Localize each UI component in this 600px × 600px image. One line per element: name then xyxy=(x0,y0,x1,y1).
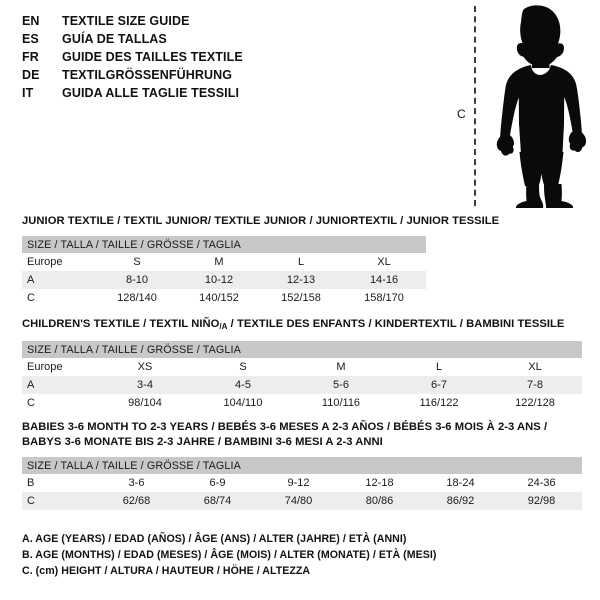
junior-row-europe-val-2: L xyxy=(260,253,342,271)
language-row-de: DE TEXTILGRÖSSENFÜHRUNG xyxy=(22,66,322,84)
junior-table-header-bar: SIZE / TALLA / TAILLE / GRÖSSE / TAGLIA xyxy=(22,236,427,253)
children-row-c-val-1: 104/110 xyxy=(194,394,292,412)
junior-row-c-val-0: 128/140 xyxy=(96,289,178,307)
junior-row-c-label: C xyxy=(22,289,96,307)
babies-row-b-val-4: 18-24 xyxy=(420,474,501,492)
children-table-header-bar: SIZE / TALLA / TAILLE / GRÖSSE / TAGLIA xyxy=(22,341,583,358)
section-childrens-textile: CHILDREN'S TEXTILE / TEXTIL NIÑO/A / TEX… xyxy=(22,317,583,412)
babies-row-c-val-5: 92/98 xyxy=(501,492,583,510)
children-size-table: SIZE / TALLA / TAILLE / GRÖSSE / TAGLIA … xyxy=(22,341,583,412)
language-code-en: EN xyxy=(22,14,40,28)
junior-row-europe-val-0: S xyxy=(96,253,178,271)
children-row-a-val-4: 7-8 xyxy=(488,376,583,394)
language-row-fr: FR GUIDE DES TAILLES TEXTILE xyxy=(22,48,322,66)
babies-row-b-val-3: 12-18 xyxy=(339,474,420,492)
children-row-a-val-0: 3-4 xyxy=(96,376,194,394)
language-title-de: TEXTILGRÖSSENFÜHRUNG xyxy=(62,68,233,82)
children-row-europe-val-2: M xyxy=(292,358,390,376)
junior-header-bar-label: SIZE / TALLA / TAILLE / GRÖSSE / TAGLIA xyxy=(22,236,427,253)
language-title-fr: GUIDE DES TAILLES TEXTILE xyxy=(62,50,243,64)
junior-row-c-val-3: 158/170 xyxy=(342,289,427,307)
babies-table-header-bar: SIZE / TALLA / TAILLE / GRÖSSE / TAGLIA xyxy=(22,457,583,474)
babies-row-b-val-2: 9-12 xyxy=(258,474,339,492)
language-code-es: ES xyxy=(22,32,39,46)
children-section-title-subscript: /A xyxy=(219,322,228,331)
height-dashed-guide-line xyxy=(474,6,476,206)
children-row-c-val-2: 110/116 xyxy=(292,394,390,412)
section-babies-textile: BABIES 3-6 MONTH TO 2-3 YEARS / BEBÉS 3-… xyxy=(22,420,583,510)
babies-row-b-val-1: 6-9 xyxy=(177,474,258,492)
children-row-europe-val-0: XS xyxy=(96,358,194,376)
junior-row-europe-label: Europe xyxy=(22,253,96,271)
babies-row-c-val-4: 86/92 xyxy=(420,492,501,510)
junior-row-a-label: A xyxy=(22,271,96,289)
babies-row-b-label: B xyxy=(22,474,96,492)
table-row: C 128/140 140/152 152/158 158/170 xyxy=(22,289,427,307)
babies-section-title-line2: BABYS 3-6 MONATE BIS 2-3 JAHRE / BAMBINI… xyxy=(22,436,383,448)
table-row: B 3-6 6-9 9-12 12-18 18-24 24-36 xyxy=(22,474,583,492)
children-section-title: CHILDREN'S TEXTILE / TEXTIL NIÑO/A / TEX… xyxy=(22,317,582,334)
junior-row-a-val-2: 12-13 xyxy=(260,271,342,289)
table-row: C 98/104 104/110 110/116 116/122 122/128 xyxy=(22,394,583,412)
language-title-it: GUIDA ALLE TAGLIE TESSILI xyxy=(62,86,240,100)
language-code-it: IT xyxy=(22,86,34,100)
children-row-c-label: C xyxy=(22,394,96,412)
language-code-fr: FR xyxy=(22,50,39,64)
children-row-a-val-1: 4-5 xyxy=(194,376,292,394)
babies-header-bar-label: SIZE / TALLA / TAILLE / GRÖSSE / TAGLIA xyxy=(22,457,583,474)
height-marker-label: C xyxy=(457,107,466,121)
language-title-block: EN TEXTILE SIZE GUIDE ES GUÍA DE TALLAS … xyxy=(22,12,322,102)
junior-row-c-val-1: 140/152 xyxy=(178,289,260,307)
table-row: A 3-4 4-5 5-6 6-7 7-8 xyxy=(22,376,583,394)
junior-row-a-val-3: 14-16 xyxy=(342,271,427,289)
junior-size-table: SIZE / TALLA / TAILLE / GRÖSSE / TAGLIA … xyxy=(22,236,427,307)
children-row-a-val-2: 5-6 xyxy=(292,376,390,394)
children-row-c-val-4: 122/128 xyxy=(488,394,583,412)
junior-row-a-val-1: 10-12 xyxy=(178,271,260,289)
table-row: A 8-10 10-12 12-13 14-16 xyxy=(22,271,427,289)
babies-section-title-line1: BABIES 3-6 MONTH TO 2-3 YEARS / BEBÉS 3-… xyxy=(22,421,548,433)
junior-row-c-val-2: 152/158 xyxy=(260,289,342,307)
babies-row-c-val-3: 80/86 xyxy=(339,492,420,510)
language-title-es: GUÍA DE TALLAS xyxy=(62,32,167,46)
babies-row-c-label: C xyxy=(22,492,96,510)
children-header-bar-label: SIZE / TALLA / TAILLE / GRÖSSE / TAGLIA xyxy=(22,341,583,358)
babies-size-table: SIZE / TALLA / TAILLE / GRÖSSE / TAGLIA … xyxy=(22,457,583,510)
children-section-title-pre: CHILDREN'S TEXTILE / TEXTIL NIÑO xyxy=(22,318,220,330)
children-section-title-post: / TEXTILE DES ENFANTS / KINDERTEXTIL / B… xyxy=(227,318,565,330)
children-row-a-label: A xyxy=(22,376,96,394)
language-title-en: TEXTILE SIZE GUIDE xyxy=(62,14,190,28)
table-row: Europe XS S M L XL xyxy=(22,358,583,376)
language-row-es: ES GUÍA DE TALLAS xyxy=(22,30,322,48)
children-row-c-val-0: 98/104 xyxy=(96,394,194,412)
children-row-europe-val-4: XL xyxy=(488,358,583,376)
children-row-europe-val-3: L xyxy=(390,358,488,376)
table-row: Europe S M L XL xyxy=(22,253,427,271)
language-row-it: IT GUIDA ALLE TAGLIE TESSILI xyxy=(22,84,322,102)
language-row-en: EN TEXTILE SIZE GUIDE xyxy=(22,12,322,30)
junior-row-europe-val-3: XL xyxy=(342,253,427,271)
children-row-europe-label: Europe xyxy=(22,358,96,376)
babies-row-c-val-2: 74/80 xyxy=(258,492,339,510)
toddler-silhouette-icon xyxy=(496,5,587,208)
junior-row-a-val-0: 8-10 xyxy=(96,271,178,289)
junior-section-title: JUNIOR TEXTILE / TEXTIL JUNIOR/ TEXTILE … xyxy=(22,215,500,227)
junior-row-europe-val-1: M xyxy=(178,253,260,271)
height-illustration: C xyxy=(440,4,600,209)
legend-line-a: A. AGE (YEARS) / EDAD (AÑOS) / ÂGE (ANS)… xyxy=(22,533,407,545)
children-row-a-val-3: 6-7 xyxy=(390,376,488,394)
children-row-europe-val-1: S xyxy=(194,358,292,376)
babies-row-b-val-5: 24-36 xyxy=(501,474,583,492)
section-junior-textile: JUNIOR TEXTILE / TEXTIL JUNIOR/ TEXTILE … xyxy=(22,214,499,307)
babies-row-b-val-0: 3-6 xyxy=(96,474,177,492)
children-row-c-val-3: 116/122 xyxy=(390,394,488,412)
legend-line-b: B. AGE (MONTHS) / EDAD (MESES) / ÂGE (MO… xyxy=(22,549,437,561)
babies-row-c-val-0: 62/68 xyxy=(96,492,177,510)
legend-line-c: C. (cm) HEIGHT / ALTURA / HAUTEUR / HÖHE… xyxy=(22,565,311,577)
language-code-de: DE xyxy=(22,68,40,82)
table-row: C 62/68 68/74 74/80 80/86 86/92 92/98 xyxy=(22,492,583,510)
babies-row-c-val-1: 68/74 xyxy=(177,492,258,510)
measurement-legend: A. AGE (YEARS) / EDAD (AÑOS) / ÂGE (ANS)… xyxy=(22,531,582,579)
